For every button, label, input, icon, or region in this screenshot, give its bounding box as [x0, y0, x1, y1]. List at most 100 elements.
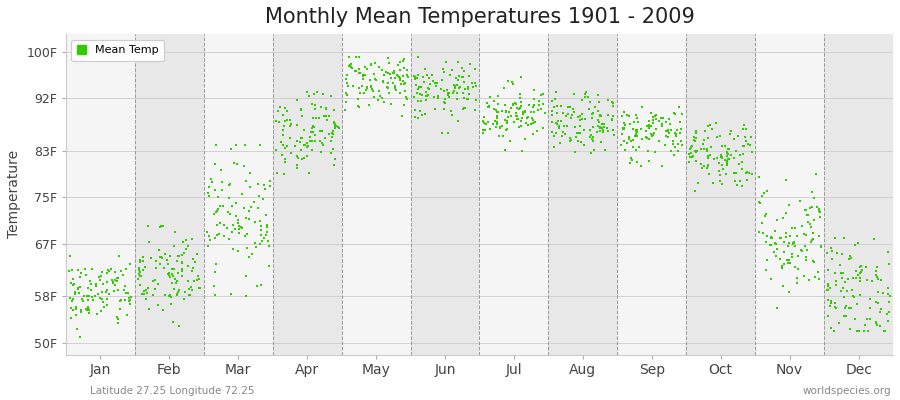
Point — [202, 193, 216, 199]
Point — [756, 190, 770, 196]
Point — [779, 229, 794, 236]
Point — [94, 308, 108, 314]
Point — [645, 120, 660, 127]
Point — [163, 273, 177, 280]
Point — [308, 132, 322, 139]
Point — [694, 161, 708, 167]
Point — [712, 168, 726, 174]
Point — [104, 277, 119, 283]
Point — [796, 272, 811, 279]
Point — [504, 79, 518, 85]
Point — [462, 73, 476, 80]
Point — [500, 127, 514, 133]
Point — [297, 154, 311, 161]
Point — [490, 119, 504, 125]
Point — [820, 250, 834, 256]
Point — [64, 280, 78, 286]
Point — [552, 123, 566, 129]
Point — [293, 147, 308, 154]
Point — [352, 54, 366, 60]
Point — [699, 146, 714, 152]
Point — [690, 180, 705, 186]
Point — [141, 239, 156, 245]
Point — [392, 74, 406, 80]
Point — [88, 281, 103, 287]
Point — [685, 154, 699, 160]
Point — [448, 85, 463, 91]
Point — [290, 153, 304, 160]
Point — [90, 291, 104, 297]
Point — [144, 254, 158, 261]
Point — [706, 180, 721, 186]
Point — [382, 90, 396, 96]
Point — [122, 298, 136, 304]
Point — [166, 318, 180, 325]
Point — [312, 138, 327, 144]
Point — [114, 268, 129, 274]
Point — [112, 252, 127, 259]
Point — [862, 296, 877, 302]
Point — [118, 283, 132, 289]
Point — [857, 328, 871, 335]
Point — [410, 90, 425, 96]
Point — [881, 291, 896, 297]
Point — [601, 112, 616, 118]
Point — [851, 328, 866, 335]
Point — [714, 154, 728, 160]
Point — [297, 142, 311, 148]
Point — [563, 136, 578, 143]
Point — [532, 102, 546, 108]
Point — [420, 92, 435, 98]
Point — [257, 235, 272, 242]
Point — [465, 84, 480, 90]
Point — [486, 121, 500, 128]
Point — [397, 81, 411, 87]
Point — [210, 232, 224, 238]
Point — [719, 150, 733, 156]
Point — [437, 95, 452, 102]
Point — [659, 119, 673, 125]
Point — [616, 126, 631, 132]
Title: Monthly Mean Temperatures 1901 - 2009: Monthly Mean Temperatures 1901 - 2009 — [265, 7, 695, 27]
Point — [520, 114, 535, 120]
Point — [606, 100, 620, 106]
Point — [353, 70, 367, 76]
Bar — [686, 34, 755, 355]
Point — [715, 162, 729, 168]
Point — [806, 216, 821, 223]
Point — [490, 115, 504, 121]
Point — [823, 285, 837, 292]
Point — [458, 104, 473, 111]
Point — [790, 253, 805, 260]
Point — [97, 304, 112, 310]
Point — [840, 288, 854, 294]
Point — [849, 268, 863, 275]
Point — [594, 139, 608, 145]
Point — [528, 119, 543, 126]
Point — [279, 142, 293, 149]
Point — [269, 170, 284, 176]
Point — [683, 146, 698, 152]
Point — [307, 124, 321, 130]
Point — [622, 136, 636, 143]
Point — [553, 140, 567, 146]
Point — [572, 130, 586, 136]
Point — [121, 290, 135, 296]
Point — [624, 137, 638, 144]
Point — [880, 318, 895, 324]
Point — [555, 129, 570, 136]
Point — [549, 103, 563, 109]
Point — [124, 294, 139, 300]
Point — [135, 267, 149, 274]
Point — [477, 113, 491, 120]
Point — [516, 108, 530, 115]
Point — [566, 91, 580, 98]
Point — [241, 216, 256, 222]
Point — [166, 266, 180, 272]
Point — [411, 54, 426, 60]
Point — [306, 129, 320, 136]
Point — [805, 204, 819, 210]
Point — [832, 262, 847, 268]
Point — [641, 148, 655, 154]
Point — [608, 132, 622, 138]
